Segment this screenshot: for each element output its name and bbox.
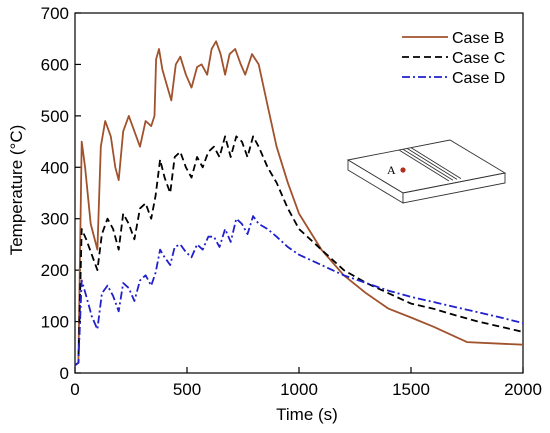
x-tick-label: 500 (173, 380, 201, 399)
weld-bead-line (398, 149, 450, 182)
y-tick-label: 200 (41, 261, 69, 280)
weld-bead-line (402, 148, 454, 181)
weld-bead-line (406, 148, 458, 180)
series-line-case-c (74, 135, 524, 367)
x-tick-label: 0 (70, 380, 79, 399)
y-tick-label: 400 (41, 158, 69, 177)
series-line-case-b (74, 40, 524, 367)
plate-side-face (402, 172, 506, 204)
weld-bead-line (410, 147, 462, 179)
y-tick-label: 300 (41, 210, 69, 229)
series-layer (74, 40, 524, 367)
point-a-marker (400, 167, 406, 173)
inset-diagram: A (346, 139, 507, 204)
legend-label: Case C (452, 50, 505, 67)
series-line-case-d (74, 215, 524, 367)
y-tick-label: 600 (41, 55, 69, 74)
point-a-label: A (387, 163, 396, 177)
x-tick-label: 1000 (280, 380, 318, 399)
legend: Case B Case C Case D (402, 30, 505, 87)
y-tick-label: 100 (41, 313, 69, 332)
x-tick-label: 1500 (392, 380, 430, 399)
y-tick-label: 0 (60, 364, 69, 383)
legend-label: Case D (452, 70, 505, 87)
legend-label: Case B (452, 30, 504, 47)
axes: 0 100 200 300 400 500 600 700 0 500 1000 1500 2000 (41, 4, 542, 399)
y-tick-label: 700 (41, 4, 69, 23)
y-tick-label: 500 (41, 107, 69, 126)
y-axis-title: Temperature (°C) (7, 125, 26, 256)
x-tick-label: 2000 (504, 380, 542, 399)
x-axis-title: Time (s) (276, 405, 338, 424)
